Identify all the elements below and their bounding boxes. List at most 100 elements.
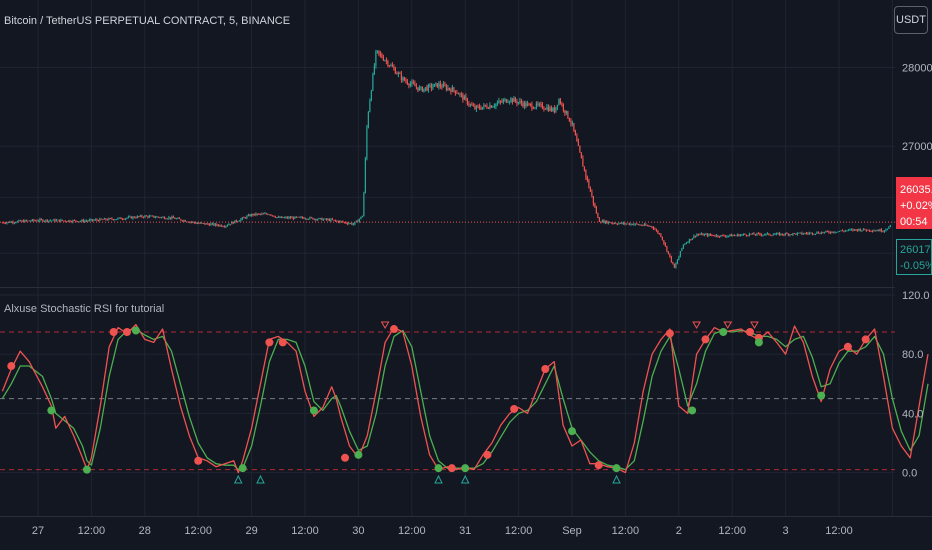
candle-body xyxy=(373,65,375,75)
indicator-tick-label: 120.0 xyxy=(902,290,930,302)
candle-body xyxy=(697,234,699,236)
candle-body xyxy=(138,216,140,218)
candle-body xyxy=(766,233,768,235)
candle-body xyxy=(96,219,98,221)
candle-body xyxy=(211,223,213,225)
candle-body xyxy=(351,223,353,225)
candle-body xyxy=(36,220,38,222)
candle-body xyxy=(328,219,330,221)
candle-body xyxy=(252,214,254,216)
candle-body xyxy=(99,218,101,221)
candle-body xyxy=(493,106,495,107)
candle-body xyxy=(295,216,297,218)
sell-signal-dot xyxy=(701,335,710,344)
candle-body xyxy=(22,220,24,223)
candle-body xyxy=(141,215,143,217)
candle-body xyxy=(427,84,429,91)
candle-body xyxy=(225,225,227,227)
candle-body xyxy=(778,233,780,236)
candle-body xyxy=(877,230,879,232)
candle-body xyxy=(531,104,533,109)
candle-body xyxy=(133,216,135,218)
candle-body xyxy=(501,101,503,103)
candle-body xyxy=(319,218,321,219)
candle-body xyxy=(322,219,324,221)
candle-body xyxy=(676,260,678,264)
price-pane[interactable] xyxy=(0,49,895,269)
candle-body xyxy=(523,102,525,107)
candle-body xyxy=(390,65,392,67)
candle-body xyxy=(403,77,405,81)
candle-body xyxy=(108,218,110,220)
candle-body xyxy=(790,234,792,236)
candle-body xyxy=(550,107,552,111)
candle-body xyxy=(259,213,261,215)
candle-body xyxy=(150,215,152,217)
candle-body xyxy=(876,230,878,232)
candle-body xyxy=(336,220,338,222)
candle-body xyxy=(34,220,36,222)
candle-body xyxy=(445,85,447,90)
secondary-price-tag: 26017.6 -0.05% xyxy=(896,239,932,275)
candle-body xyxy=(268,214,270,216)
candle-body xyxy=(364,158,366,193)
candle-body xyxy=(874,230,876,232)
candle-body xyxy=(313,218,315,220)
time-tick-label: 31 xyxy=(459,525,471,537)
secondary-price-change: -0.05% xyxy=(900,260,932,272)
overbought-triangle xyxy=(380,321,390,329)
indicator-pane[interactable] xyxy=(0,321,929,484)
candle-body xyxy=(775,233,777,235)
candle-body xyxy=(174,218,176,219)
currency-button[interactable]: USDT xyxy=(894,6,928,34)
candle-body xyxy=(442,84,444,88)
candle-body xyxy=(564,110,566,114)
candle-body xyxy=(123,219,125,220)
candle-body xyxy=(576,135,578,142)
candle-body xyxy=(300,217,302,218)
candle-body xyxy=(532,108,534,110)
buy-signal-dot xyxy=(82,465,91,474)
candle-body xyxy=(277,217,279,218)
candle-body xyxy=(793,233,795,235)
candle-body xyxy=(573,123,575,131)
buy-signal-dot xyxy=(434,464,443,473)
candle-body xyxy=(69,220,71,222)
price-tick-label: 28000.0 xyxy=(902,63,932,75)
candle-body xyxy=(48,220,50,222)
buy-signal-dot xyxy=(238,464,247,473)
candle-body xyxy=(67,220,69,222)
candle-body xyxy=(628,223,630,225)
candle-body xyxy=(15,222,17,224)
candle-body xyxy=(559,99,561,104)
indicator-title[interactable]: Alxuse Stochastic RSI for tutorial xyxy=(4,303,164,315)
candle-body xyxy=(273,215,275,217)
candle-body xyxy=(426,87,428,91)
candle-body xyxy=(856,229,858,231)
candle-body xyxy=(267,214,269,215)
candle-body xyxy=(859,229,861,231)
symbol-title[interactable]: Bitcoin / TetherUS PERPETUAL CONTRACT, 5… xyxy=(4,15,290,27)
candle-body xyxy=(633,224,635,226)
candle-body xyxy=(825,231,827,232)
candle-body xyxy=(144,215,146,218)
candle-body xyxy=(456,93,458,94)
time-tick-label: 12:00 xyxy=(825,525,853,537)
candle-body xyxy=(285,217,287,218)
candle-body xyxy=(379,53,381,55)
candle-body xyxy=(751,233,753,235)
candle-body xyxy=(91,219,93,221)
candle-body xyxy=(345,222,347,224)
candle-body xyxy=(567,111,569,119)
time-tick-label: 12:00 xyxy=(291,525,319,537)
candle-body xyxy=(754,234,756,236)
candle-body xyxy=(49,220,51,222)
candle-body xyxy=(142,216,144,218)
candle-body xyxy=(589,187,591,192)
candle-body xyxy=(886,228,888,230)
candle-body xyxy=(90,219,92,221)
candle-body xyxy=(396,73,398,75)
candle-body xyxy=(744,234,746,235)
candle-body xyxy=(804,233,806,234)
candle-body xyxy=(3,222,5,224)
